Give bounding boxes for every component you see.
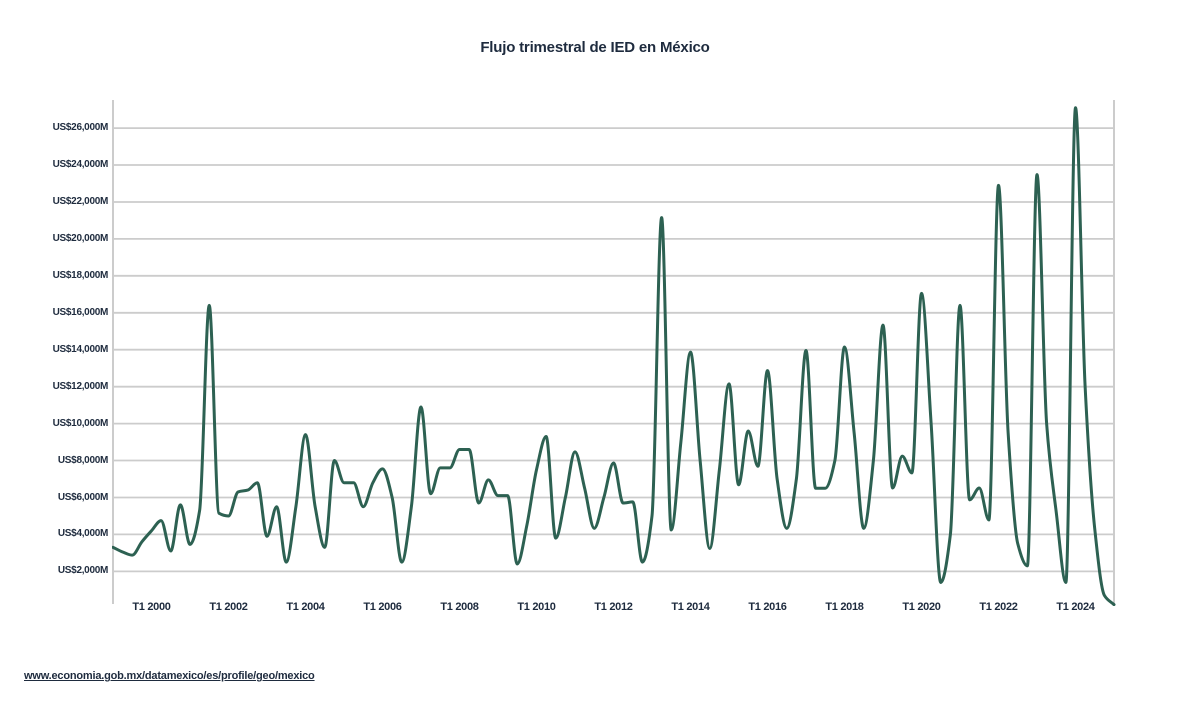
y-axis-label: US$18,000M <box>52 269 109 281</box>
x-axis-label: T1 2016 <box>748 601 787 613</box>
y-axis-label: US$10,000M <box>52 417 109 429</box>
x-axis-label: T1 2002 <box>209 601 248 613</box>
y-axis-label: US$16,000M <box>52 306 109 318</box>
gridlines <box>113 127 1114 573</box>
y-axis-label: US$4,000M <box>57 528 108 540</box>
x-axis-label: T1 2018 <box>825 601 864 613</box>
x-axis-label: T1 2012 <box>594 601 633 613</box>
x-axis-label: T1 2006 <box>363 601 402 613</box>
x-axis-label: T1 2022 <box>979 601 1018 613</box>
y-axis-label: US$24,000M <box>52 159 109 170</box>
x-axis-label: T1 2010 <box>517 601 556 613</box>
x-axis-label: T1 2000 <box>132 601 171 613</box>
y-axis-label: US$26,000M <box>52 122 109 134</box>
x-axis-label: T1 2020 <box>902 601 941 613</box>
source-link[interactable]: www.economia.gob.mx/datamexico/es/profil… <box>24 670 315 682</box>
y-axis-label: US$12,000M <box>52 380 109 392</box>
y-axis-label: US$14,000M <box>52 343 109 355</box>
x-axis-label: T1 2024 <box>1056 601 1095 613</box>
y-axis-label: US$20,000M <box>52 232 109 244</box>
fdi-line-series <box>112 106 1116 606</box>
y-axis-label: US$22,000M <box>52 196 109 207</box>
y-axis-label: US$8,000M <box>57 454 108 466</box>
x-axis-label: T1 2008 <box>440 601 479 613</box>
y-axis-label: US$2,000M <box>57 565 108 577</box>
x-axis-label: T1 2014 <box>671 601 710 613</box>
x-axis-label: T1 2004 <box>286 601 325 613</box>
chart-title: Flujo trimestral de IED en México <box>480 39 710 56</box>
y-axis-label: US$6,000M <box>57 491 108 503</box>
